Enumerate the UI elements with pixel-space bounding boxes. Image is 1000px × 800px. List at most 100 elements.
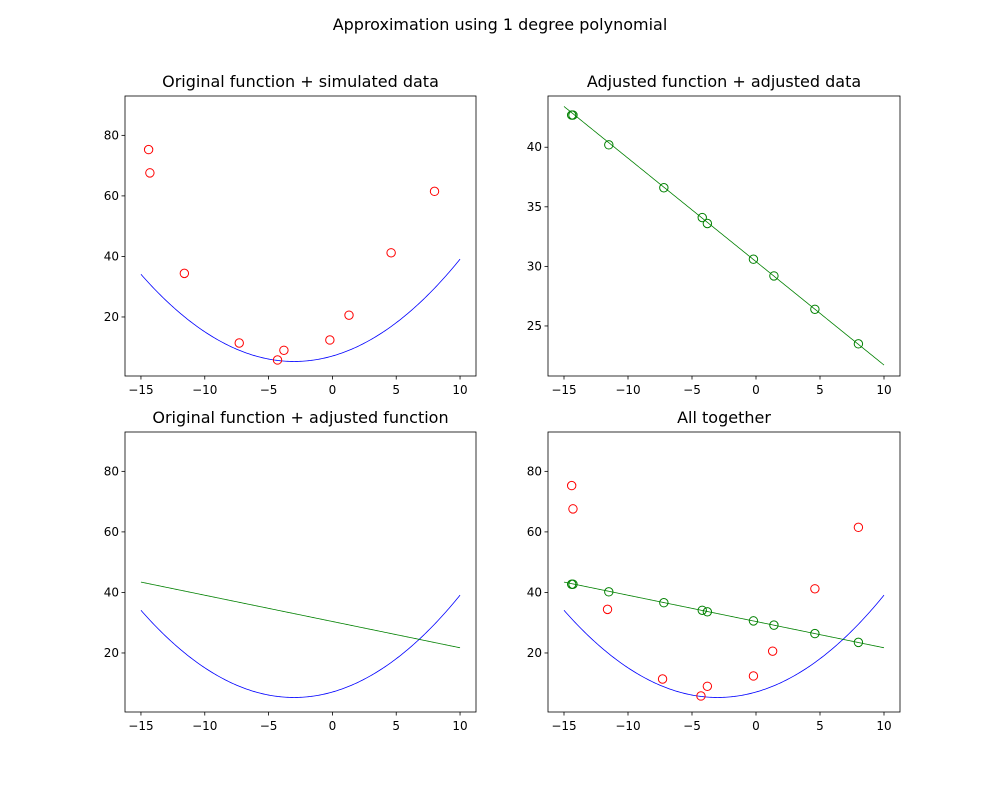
axes-frame [124, 431, 477, 713]
adjusted-data-point [810, 628, 820, 639]
y-tick-label: 20 [104, 646, 119, 660]
original-function-line [140, 258, 461, 362]
x-tick-label: −5 [260, 383, 278, 397]
simulated-data-point [272, 355, 283, 365]
x-tick-label: 5 [392, 383, 400, 397]
adjusted-data-point [769, 271, 779, 281]
y-tick-label: 20 [104, 310, 119, 324]
simulated-data-point [234, 338, 244, 348]
x-tick-label: −10 [615, 383, 640, 397]
y-tick-label: 60 [104, 189, 119, 203]
x-tick-label: 5 [816, 383, 824, 397]
simulated-data-point [702, 681, 713, 691]
x-tick-label: 0 [752, 719, 760, 733]
x-tick-label: −5 [683, 383, 701, 397]
x-tick-label: 5 [816, 719, 824, 733]
axes-frame [124, 95, 477, 377]
x-tick-label: −15 [128, 383, 153, 397]
adjusted-data-point [702, 218, 713, 229]
plot-area [563, 106, 885, 366]
plot-area [140, 144, 461, 365]
subplot-2: Adjusted function + adjusted data −15 −10 −… [527, 72, 901, 397]
original-function-line [563, 594, 885, 698]
adjusted-data-point [568, 579, 578, 589]
adjusted-data-point [810, 304, 820, 314]
y-tick-label: 60 [527, 525, 542, 539]
subplot-title: Original function + simulated data [162, 72, 439, 91]
adjusted-function-line [140, 581, 461, 649]
adjusted-data-point [659, 598, 669, 608]
subplot-title: Original function + adjusted function [152, 408, 448, 427]
adjusted-data-point [604, 587, 614, 597]
y-tick-label: 40 [527, 140, 542, 154]
x-tick-label: 0 [329, 719, 337, 733]
y-tick-label: 20 [527, 646, 542, 660]
adjusted-data-point [697, 605, 707, 615]
y-tick-label: 80 [527, 464, 542, 478]
x-tick-label: 0 [752, 383, 760, 397]
simulated-data-point [696, 691, 706, 701]
subplot-4: All together −15 −10 −5 0 5 10 20 40 60 80 [527, 408, 901, 733]
simulated-data-point [179, 268, 190, 279]
x-tick-label: −5 [683, 719, 701, 733]
y-tick-label: 35 [527, 200, 542, 214]
figure-suptitle: Approximation using 1 degree polynomial [333, 15, 668, 34]
simulated-data-point [748, 671, 759, 681]
x-tick-label: 10 [876, 719, 891, 733]
x-tick-label: −10 [192, 719, 217, 733]
adjusted-data-point [853, 637, 864, 648]
adjusted-data-point [697, 212, 707, 223]
y-tick-label: 40 [104, 249, 119, 263]
adjusted-function-line [563, 581, 885, 649]
simulated-data-point [602, 604, 613, 615]
x-tick-label: −10 [192, 383, 217, 397]
x-tick-label: 5 [392, 719, 400, 733]
y-tick-label: 40 [104, 585, 119, 599]
adjusted-data-point [769, 620, 779, 630]
subplot-1: Original function + simulated data −15 −10… [104, 72, 477, 397]
x-tick-label: 10 [452, 383, 467, 397]
x-tick-label: −15 [551, 719, 576, 733]
axes-frame [547, 95, 901, 377]
subplot-grid: Original function + simulated data −15 −10… [104, 72, 901, 733]
simulated-data-point [429, 186, 440, 197]
simulated-data-point [657, 674, 668, 684]
y-tick-label: 80 [104, 128, 119, 142]
x-tick-label: 0 [329, 383, 337, 397]
y-tick-label: 25 [527, 319, 542, 333]
simulated-data-point [853, 522, 864, 533]
y-tick-label: 40 [527, 585, 542, 599]
simulated-data-point [810, 584, 820, 594]
simulated-data-point [568, 504, 578, 514]
adjusted-data-point [702, 607, 713, 617]
simulated-data-point [386, 248, 396, 258]
simulated-data-point [325, 335, 335, 345]
simulated-data-point [145, 168, 155, 178]
simulated-data-point [143, 144, 154, 155]
x-tick-label: 10 [452, 719, 467, 733]
original-function-line [140, 594, 461, 698]
y-tick-label: 80 [104, 464, 119, 478]
adjusted-function-line [563, 106, 885, 366]
subplot-title: All together [677, 408, 771, 427]
adjusted-data-point [604, 140, 614, 150]
plot-area [140, 581, 461, 698]
x-tick-label: 10 [876, 383, 891, 397]
adjusted-data-point [748, 254, 759, 264]
simulated-data-point [767, 646, 778, 656]
y-tick-label: 60 [104, 525, 119, 539]
adjusted-data-point [748, 616, 759, 626]
x-tick-label: −15 [551, 383, 576, 397]
adjusted-data-point [659, 183, 669, 193]
plot-area [563, 480, 885, 701]
x-tick-label: −15 [128, 719, 153, 733]
simulated-data-point [344, 310, 354, 320]
y-tick-label: 30 [527, 259, 542, 273]
axes-frame [547, 431, 901, 713]
subplot-3: Original function + adjusted function −15… [104, 408, 477, 733]
simulated-data-point [566, 480, 577, 491]
adjusted-data-point [853, 339, 864, 349]
subplot-title: Adjusted function + adjusted data [587, 72, 861, 91]
simulated-data-point [279, 345, 289, 355]
